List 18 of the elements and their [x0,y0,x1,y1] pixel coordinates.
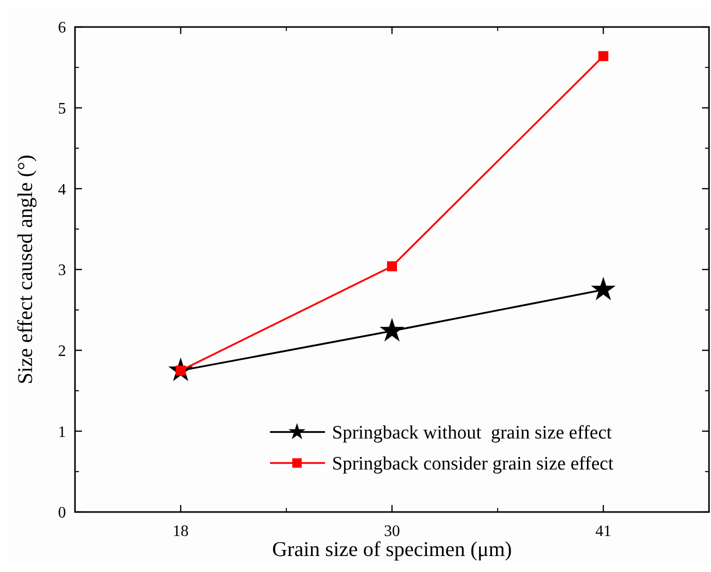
y-tick-label: 2 [58,342,66,360]
y-tick-label: 0 [58,504,66,522]
point [590,276,616,300]
x-tick-label: 41 [595,523,612,540]
x-tick-label: 30 [384,523,400,540]
y-tick-label: 5 [58,100,66,118]
point [598,51,608,62]
point [380,318,404,342]
y-tick-label: 3 [58,262,66,280]
point [387,261,397,272]
legend-label: Springback consider grain size effect [332,454,614,475]
y-tick-label: 6 [58,20,66,37]
y-tick-label: 1 [58,424,66,441]
legend-label: Springback without grain size effect [332,422,613,444]
x-tick-label: 18 [172,523,189,540]
x-axis-title: Grain size of specimen (μm) [272,537,512,561]
y-tick-label: 4 [58,181,66,198]
y-axis-title: Size effect caused angle (°) [13,154,37,384]
